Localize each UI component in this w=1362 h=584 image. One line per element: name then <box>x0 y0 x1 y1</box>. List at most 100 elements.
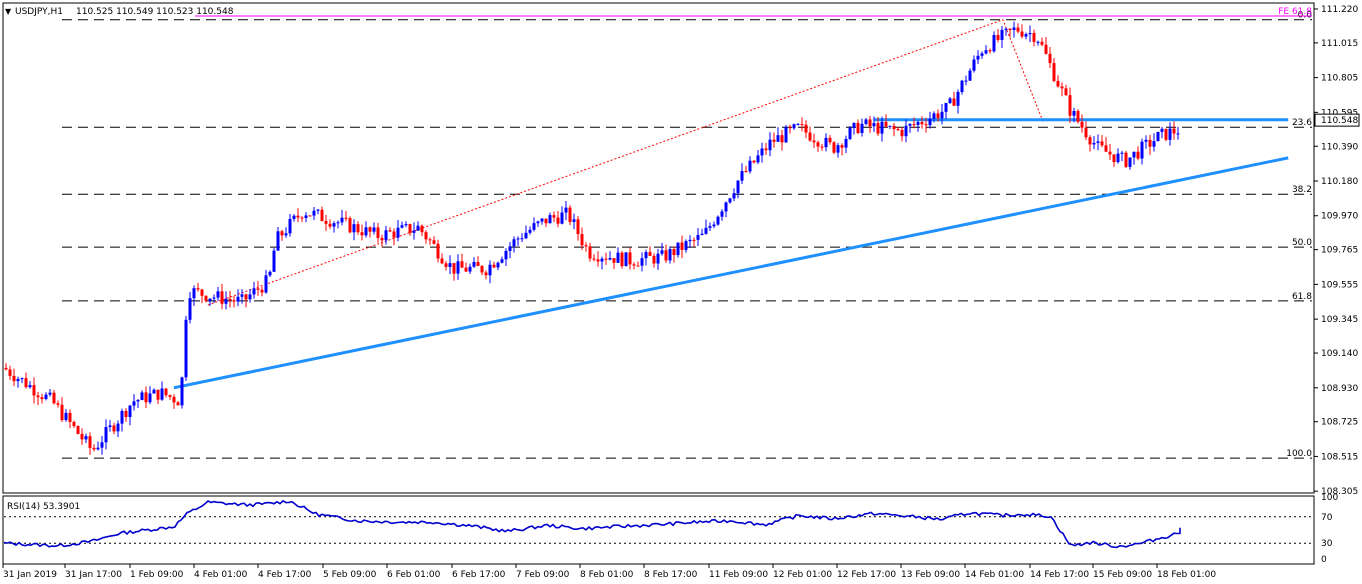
candle-body <box>520 238 524 240</box>
candle-body <box>736 180 740 194</box>
candle-body <box>728 198 732 203</box>
time-tick-label: 5 Feb 09:00 <box>323 570 377 580</box>
price-tick-label: 109.140 <box>1321 349 1358 359</box>
candle-body <box>344 217 348 219</box>
candle-body <box>532 223 536 230</box>
candle-body <box>400 225 404 228</box>
candle-body <box>328 223 332 227</box>
candle-body <box>1096 141 1100 143</box>
candle-body <box>272 250 276 272</box>
candle-body <box>996 35 1000 40</box>
candle-body <box>236 296 240 302</box>
candle-body <box>1068 95 1072 116</box>
candle-body <box>144 392 148 403</box>
candle-body <box>976 55 980 60</box>
candle-body <box>368 227 372 232</box>
candle-body <box>712 224 716 227</box>
candle-body <box>632 264 636 266</box>
candle-body <box>508 246 512 251</box>
candle-body <box>40 397 44 399</box>
candle-body <box>776 135 780 142</box>
candle-body <box>224 298 228 304</box>
candle-body <box>80 433 84 440</box>
candle-body <box>168 395 172 397</box>
candle-body <box>1100 141 1104 146</box>
candle-body <box>356 224 360 233</box>
candle-body <box>72 421 76 427</box>
candle-body <box>300 217 304 219</box>
candle-body <box>732 193 736 199</box>
candle-body <box>868 119 872 127</box>
candle-body <box>752 160 756 163</box>
candle-body <box>16 378 20 382</box>
candle-body <box>804 124 808 133</box>
time-tick-label: 4 Feb 01:00 <box>194 570 248 580</box>
candle-body <box>392 231 396 238</box>
candle-body <box>44 394 48 399</box>
candle-body <box>388 230 392 232</box>
drawing-layer <box>173 19 1289 390</box>
rsi-tick-label: 0 <box>1321 555 1327 565</box>
candle-body <box>824 137 828 148</box>
candle-body <box>1168 128 1172 140</box>
candle-body <box>652 255 656 264</box>
candle-body <box>856 122 860 134</box>
candle-body <box>800 124 804 126</box>
candle-body <box>940 111 944 119</box>
candle-body <box>660 250 664 254</box>
candle-body <box>268 271 272 276</box>
candle-body <box>60 404 64 420</box>
candle-body <box>784 127 788 143</box>
candle-body <box>416 225 420 231</box>
candle-body <box>744 171 748 173</box>
candle-body <box>428 239 432 241</box>
candle-body <box>88 436 92 448</box>
candle-body <box>464 267 468 272</box>
candle-body <box>160 388 164 400</box>
candle-body <box>192 288 196 299</box>
candle-body <box>48 392 52 395</box>
projection-line <box>207 19 1045 306</box>
candle-body <box>452 263 456 274</box>
candle-body <box>284 233 288 236</box>
candle-body <box>304 215 308 219</box>
candle-body <box>848 127 852 139</box>
candle-body <box>156 389 160 400</box>
candle-body <box>1148 139 1152 147</box>
candle-body <box>912 124 916 126</box>
candle-body <box>1008 28 1012 30</box>
candle-body <box>308 215 312 217</box>
candle-body <box>664 250 668 261</box>
candle-body <box>232 300 236 302</box>
time-tick-label: 31 Jan 17:00 <box>65 570 122 580</box>
candle-body <box>972 59 976 71</box>
time-tick-label: 14 Feb 01:00 <box>965 570 1024 580</box>
rsi-tick-label: 70 <box>1321 513 1333 523</box>
price-tick-label: 109.345 <box>1321 315 1358 325</box>
candle-body <box>1044 44 1048 54</box>
symbol-label: USDJPY,H1 <box>15 7 63 17</box>
current-price-label: 110.548 <box>1321 116 1358 126</box>
candle-body <box>132 401 136 406</box>
candle-body <box>884 121 888 127</box>
candle-body <box>608 258 612 260</box>
candle-body <box>124 410 128 418</box>
candle-body <box>556 217 560 224</box>
candle-body <box>1116 153 1120 163</box>
candle-body <box>120 410 124 424</box>
ohlc-label: 110.525 110.549 110.523 110.548 <box>76 7 234 17</box>
candle-body <box>544 218 548 224</box>
candle-body <box>480 265 484 273</box>
candle-body <box>444 263 448 267</box>
candle-body <box>1036 41 1040 43</box>
candle-body <box>1016 27 1020 32</box>
candle-body <box>412 230 416 233</box>
time-tick-label: 8 Feb 17:00 <box>644 570 698 580</box>
candle-body <box>1020 31 1024 37</box>
candle-body <box>220 291 224 304</box>
candle-body <box>468 266 472 272</box>
candle-body <box>648 252 652 256</box>
candle-body <box>604 258 608 260</box>
header-arrow[interactable]: ▼ <box>5 7 12 16</box>
